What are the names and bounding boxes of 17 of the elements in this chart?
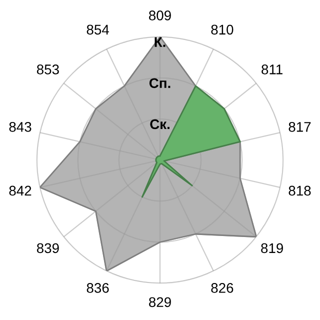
y-tick-label: Ск.	[150, 119, 170, 130]
spoke-label: 839	[36, 243, 59, 254]
spoke-label: 819	[261, 243, 283, 254]
spoke-label: 810	[211, 24, 234, 35]
spoke-label: 811	[262, 64, 282, 74]
spoke-label: 853	[36, 64, 59, 74]
y-tick-label: К.	[154, 37, 166, 47]
y-tick-label: Сп.	[149, 78, 170, 88]
spoke-label: 836	[86, 283, 109, 293]
spoke-label: 854	[86, 24, 109, 35]
spoke-label: 826	[211, 283, 234, 293]
spoke-label: 829	[149, 297, 171, 308]
spoke-label: 842	[9, 186, 32, 196]
spoke-label: 817	[288, 122, 311, 132]
spoke-label: 818	[288, 186, 311, 196]
spoke-label: 809	[149, 10, 171, 20]
spoke-label: 843	[9, 122, 32, 132]
